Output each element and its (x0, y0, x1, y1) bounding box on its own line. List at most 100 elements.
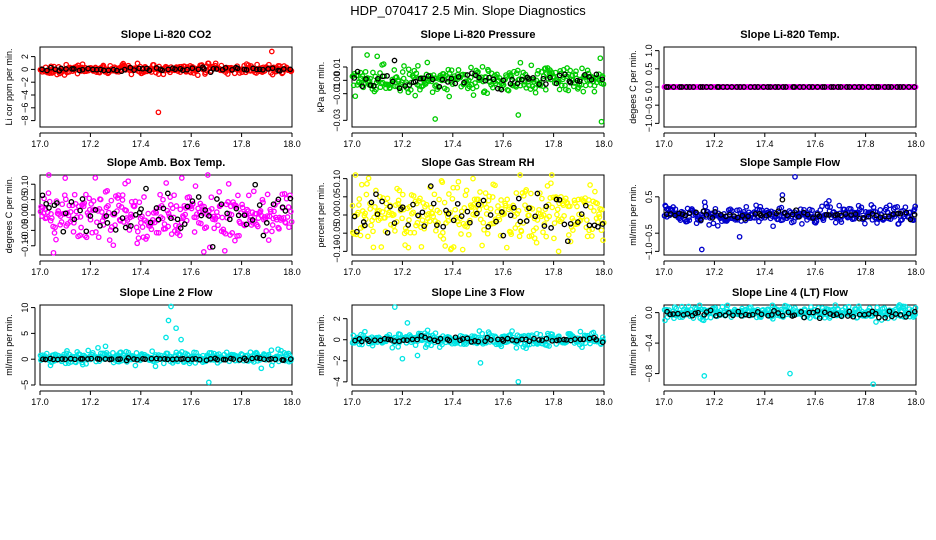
point-all (414, 219, 421, 226)
panel-1: Slope Li-820 CO2 17.0 17.2 17.4 17.6 17.8 18.0… (4, 29, 301, 149)
point-selected (751, 84, 758, 90)
point-all (279, 191, 286, 198)
x-tick-label: 18.0 (907, 139, 925, 149)
point-selected (97, 66, 104, 73)
point-selected (168, 215, 174, 222)
point-selected (431, 337, 438, 344)
point-all (444, 86, 450, 93)
point-selected (415, 212, 421, 219)
point-selected (467, 219, 473, 226)
point-selected (458, 213, 465, 219)
point-selected (103, 213, 110, 219)
point-selected (439, 76, 446, 83)
point-selected (72, 356, 78, 363)
point-selected (468, 338, 475, 345)
x-tick-label: 17.0 (343, 397, 361, 407)
x-axis: 17.0 17.2 17.4 17.6 17.8 18.0 (655, 260, 925, 277)
point-selected (195, 66, 202, 73)
point-all (405, 244, 412, 251)
point-selected (117, 356, 123, 362)
point-selected (599, 76, 606, 83)
point-selected (39, 66, 45, 73)
point-all (580, 88, 587, 95)
point-all (401, 63, 407, 69)
panel-7: Slope Line 2 Flow 17.0 17.2 17.4 17.6 17.8 18.… (4, 287, 301, 407)
point-selected (104, 220, 111, 226)
point-all (250, 188, 257, 195)
point-selected (876, 314, 882, 321)
point-all (204, 172, 211, 178)
point-all (407, 87, 414, 93)
point-all (379, 209, 386, 215)
x-axis: 17.0 17.2 17.4 17.6 17.8 18.0 (343, 390, 613, 407)
x-tick-label: 17.6 (182, 139, 200, 149)
point-selected (517, 218, 524, 225)
point-all (93, 229, 99, 235)
point-all (371, 214, 377, 221)
x-tick-label: 18.0 (283, 267, 301, 277)
point-selected (362, 222, 368, 229)
point-selected (911, 211, 918, 218)
y-axis-label: ml/min per min. (4, 314, 14, 376)
point-selected (464, 72, 471, 78)
point-all (543, 233, 550, 240)
point-selected (214, 356, 221, 363)
point-selected (850, 313, 857, 320)
point-all (475, 196, 481, 203)
point-all (108, 197, 115, 204)
point-selected (819, 84, 826, 90)
point-selected (68, 199, 75, 205)
point-selected (698, 217, 704, 223)
point-all (508, 73, 515, 80)
point-selected (371, 83, 377, 89)
point-all (47, 362, 54, 369)
x-tick-label: 18.0 (283, 139, 301, 149)
point-selected (155, 216, 162, 223)
x-tick-label: 17.8 (545, 397, 563, 407)
point-all (224, 71, 231, 77)
point-all (267, 208, 274, 215)
point-selected (670, 84, 677, 90)
point-all-outlier (701, 373, 708, 379)
point-all (133, 350, 140, 356)
point-all (144, 233, 150, 240)
point-selected (241, 212, 248, 219)
point-all (399, 191, 406, 198)
y-tick-label: −0.01 (332, 82, 342, 105)
point-all (486, 193, 493, 200)
point-all (168, 231, 175, 237)
data-points (661, 84, 919, 90)
point-all (807, 315, 813, 321)
x-axis: 17.0 17.2 17.4 17.6 17.8 18.0 (343, 132, 613, 149)
point-selected (475, 338, 482, 345)
point-selected (810, 215, 816, 221)
point-all (148, 226, 155, 233)
x-tick-label: 17.2 (394, 397, 412, 407)
y-tick-label: −0.10 (332, 240, 342, 263)
point-selected (371, 337, 378, 344)
point-all (827, 204, 834, 210)
point-selected (830, 312, 837, 319)
point-all (410, 193, 417, 199)
point-all (567, 238, 574, 245)
point-selected (448, 75, 455, 82)
point-all (544, 183, 551, 189)
point-selected (716, 311, 723, 318)
point-selected (425, 73, 432, 79)
point-all (70, 228, 77, 235)
point-selected (765, 84, 771, 90)
point-all-outlier (432, 116, 439, 122)
point-selected (464, 335, 471, 342)
point-selected (757, 212, 764, 219)
point-all (819, 203, 825, 210)
point-selected (119, 215, 126, 221)
x-axis: 17.0 17.2 17.4 17.6 17.8 18.0 (655, 132, 925, 149)
point-selected (772, 84, 779, 90)
point-selected (396, 85, 403, 92)
point-selected (795, 213, 802, 220)
point-all (83, 234, 90, 241)
point-all (747, 304, 754, 311)
point-all (399, 215, 405, 222)
point-selected (71, 216, 78, 223)
point-all (423, 201, 430, 208)
